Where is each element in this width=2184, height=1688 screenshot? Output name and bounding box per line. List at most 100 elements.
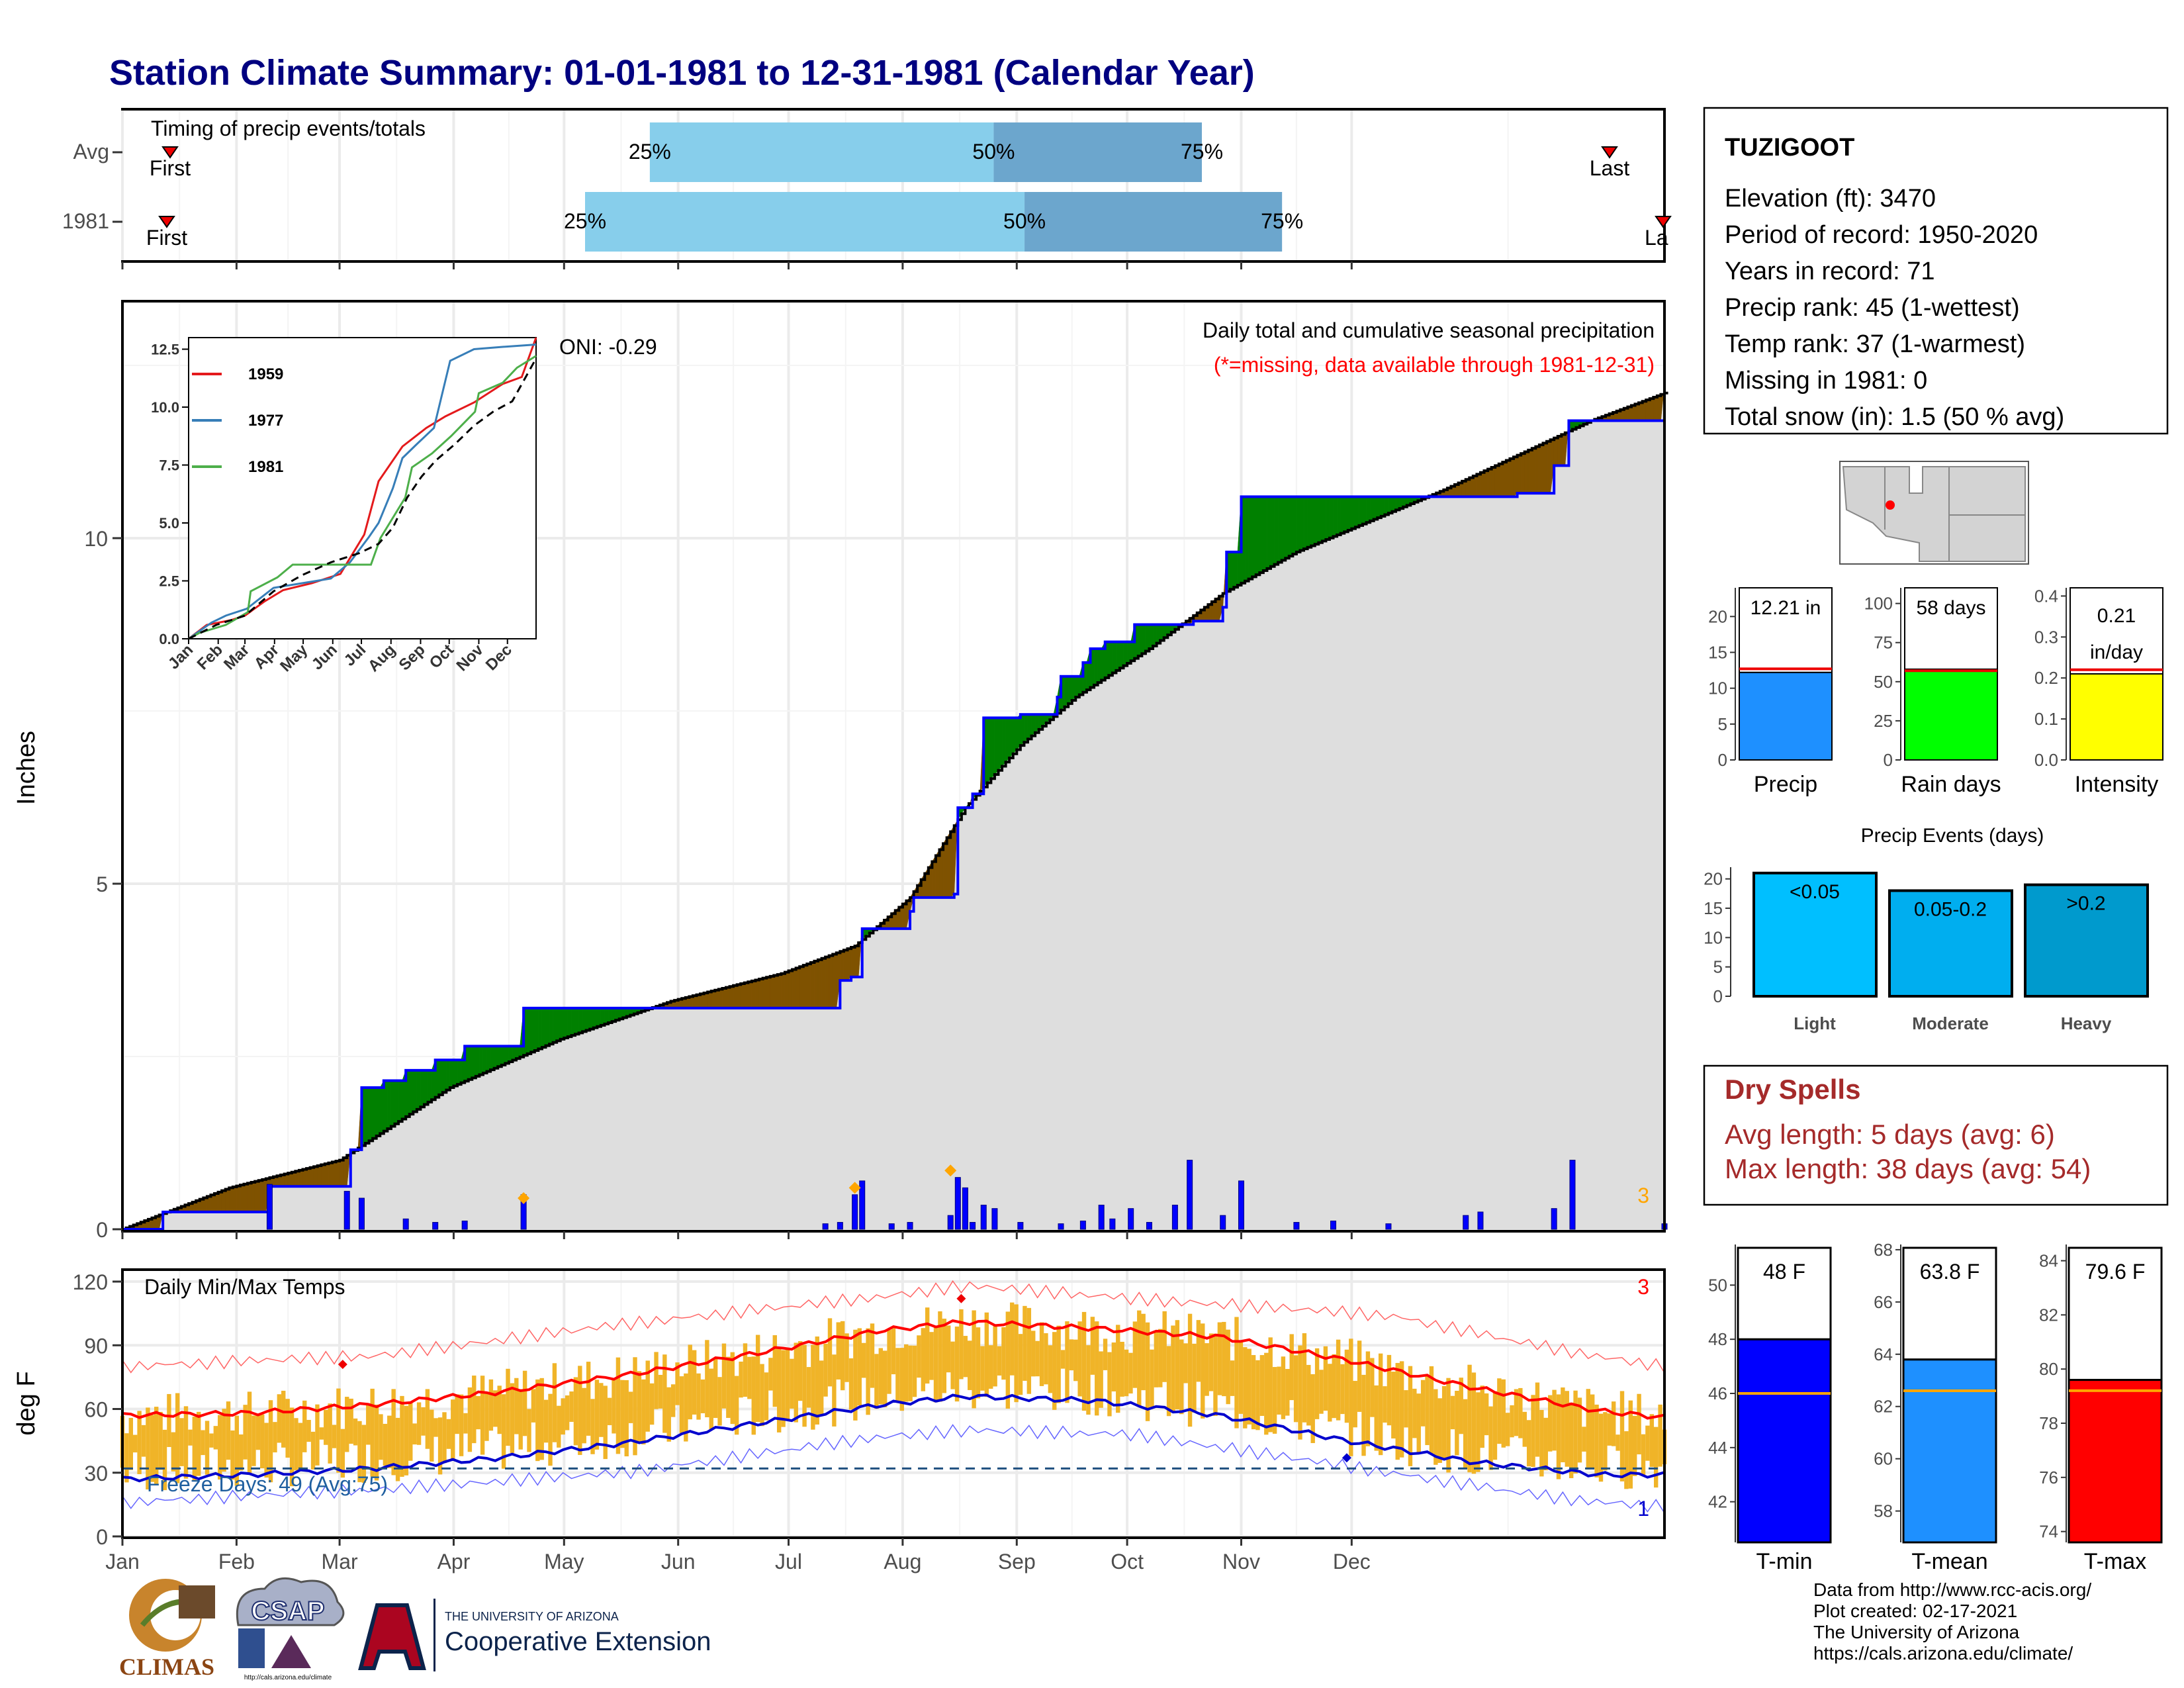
daily-temp-bar [776, 1347, 782, 1432]
precip-departure-strip [446, 1059, 451, 1091]
daily-temp-bar [421, 1407, 426, 1436]
month-label: Jun [661, 1550, 696, 1573]
daily-temp-bar [624, 1380, 629, 1457]
daily-temp-bar [226, 1401, 231, 1460]
precip-departure-strip [1498, 461, 1503, 497]
precip-departure-strip [1546, 439, 1551, 494]
daily-temp-bar [332, 1425, 337, 1448]
daily-temp-bar [1658, 1404, 1662, 1467]
daily-temp-bar [476, 1395, 480, 1430]
daily-temp-bar [1437, 1398, 1442, 1463]
precip-departure-strip [398, 1080, 402, 1122]
precip-departure-strip [799, 964, 804, 1009]
daily-temp-bar [1450, 1395, 1455, 1430]
precip-departure-strip [1381, 496, 1385, 517]
daily-temp-bar [1217, 1322, 1222, 1395]
precip-departure-strip [258, 1179, 263, 1213]
precip-departure-strip [564, 1008, 569, 1039]
daily-temp-bar [1484, 1393, 1489, 1436]
daily-temp-bar [497, 1385, 502, 1434]
daily-temp-bar [1162, 1311, 1167, 1382]
precip-departure-strip [1494, 463, 1500, 497]
precip-departure-strip [479, 1046, 484, 1075]
month-label: Apr [437, 1550, 471, 1573]
daily-temp-bar [285, 1399, 290, 1458]
daily-temp-bar [709, 1368, 713, 1430]
daily-temp-bar [213, 1426, 218, 1450]
daily-temp-bar [455, 1394, 459, 1434]
precip-departure-strip [1314, 496, 1319, 545]
precip-departure-strip [994, 718, 999, 775]
daily-temp-bar [197, 1411, 201, 1476]
inset-y-tick-label: 7.5 [159, 457, 179, 474]
precip-departure-strip [987, 718, 991, 784]
daily-temp-bar [1641, 1434, 1646, 1475]
event-bar-label: <0.05 [1790, 881, 1840, 903]
event-category-label: Heavy [2061, 1013, 2112, 1033]
precip-departure-strip [574, 1008, 579, 1035]
daily-temp-bar [781, 1350, 786, 1427]
daily-temp-bar [1259, 1355, 1265, 1416]
daily-temp-bar [823, 1343, 828, 1397]
daily-temp-bar [1023, 1305, 1027, 1381]
temp-bar-tick-label: 62 [1874, 1397, 1893, 1417]
daily-temp-bar [1145, 1322, 1150, 1421]
daily-temp-bar [1293, 1355, 1298, 1423]
month-label: Jan [105, 1550, 140, 1573]
daily-temp-bar [1492, 1391, 1498, 1460]
daily-temp-bar [968, 1340, 972, 1390]
event-bar [1888, 889, 2013, 998]
daily-temp-bar [1471, 1372, 1477, 1474]
precip-departure-strip [1347, 496, 1352, 531]
precip-departure-strip [232, 1186, 237, 1213]
daily-precip-bar [1463, 1215, 1469, 1230]
daily-temp-bar [764, 1372, 769, 1421]
daily-temp-bar [1183, 1343, 1188, 1383]
ua-line1: THE UNIVERSITY OF ARIZONA [445, 1610, 619, 1623]
tmin-record-line [122, 1424, 1665, 1514]
daily-temp-bar [1086, 1345, 1091, 1415]
timing-row-label: Avg [73, 140, 109, 164]
daily-temp-bar [1298, 1345, 1302, 1440]
daily-temp-bar [472, 1376, 477, 1444]
precip-departure-strip [1009, 718, 1013, 759]
daily-temp-bar [1289, 1334, 1294, 1401]
precip-departure-strip [1005, 718, 1010, 763]
daily-temp-bar [179, 1418, 184, 1466]
daily-temp-bar [772, 1335, 777, 1407]
daily-temp-bar [366, 1403, 371, 1445]
timing-pct-label: 75% [1261, 209, 1303, 233]
daily-temp-bar [239, 1434, 244, 1471]
mini-bar-tick-label: 0.4 [2034, 586, 2058, 606]
daily-temp-bar [1281, 1356, 1286, 1419]
month-axis: Jan Feb Mar Apr May Jun Jul Aug Sep Oct Nov Dec [105, 1538, 1371, 1573]
precip-departure-strip [1255, 496, 1260, 575]
daily-temp-bar [247, 1391, 252, 1475]
daily-temp-bar [743, 1343, 748, 1397]
station-info-line: Total snow (in): 1.5 (50 % avg) [1725, 403, 2064, 431]
daily-temp-bar [578, 1366, 582, 1455]
daily-temp-bar [853, 1329, 858, 1421]
daily-temp-bar [1370, 1358, 1375, 1417]
precip-departure-strip [1277, 496, 1282, 563]
daily-temp-bar [319, 1427, 324, 1440]
ua-line2: Cooperative Extension [445, 1627, 711, 1656]
daily-temp-bar [387, 1415, 392, 1468]
daily-temp-bar [158, 1411, 163, 1470]
daily-temp-bar [1467, 1364, 1472, 1473]
timing-pct-label: 50% [972, 140, 1015, 164]
daily-temp-bar [1039, 1322, 1044, 1386]
precip-record-marker [848, 1182, 861, 1194]
station-location-marker [1886, 500, 1895, 510]
daily-temp-bar [192, 1417, 197, 1481]
daily-temp-bar [1192, 1343, 1197, 1413]
precip-departure-strip [582, 1008, 586, 1032]
temp-y-tick-label: 60 [84, 1398, 108, 1422]
daily-temp-bar [811, 1344, 815, 1430]
precip-departure-strip [475, 1046, 480, 1077]
station-info-line: Years in record: 71 [1725, 258, 1935, 285]
daily-temp-bar [582, 1387, 586, 1444]
precip-departure-strip [332, 1160, 336, 1187]
daily-temp-bar [395, 1417, 400, 1481]
precip-departure-strip [1001, 718, 1006, 767]
